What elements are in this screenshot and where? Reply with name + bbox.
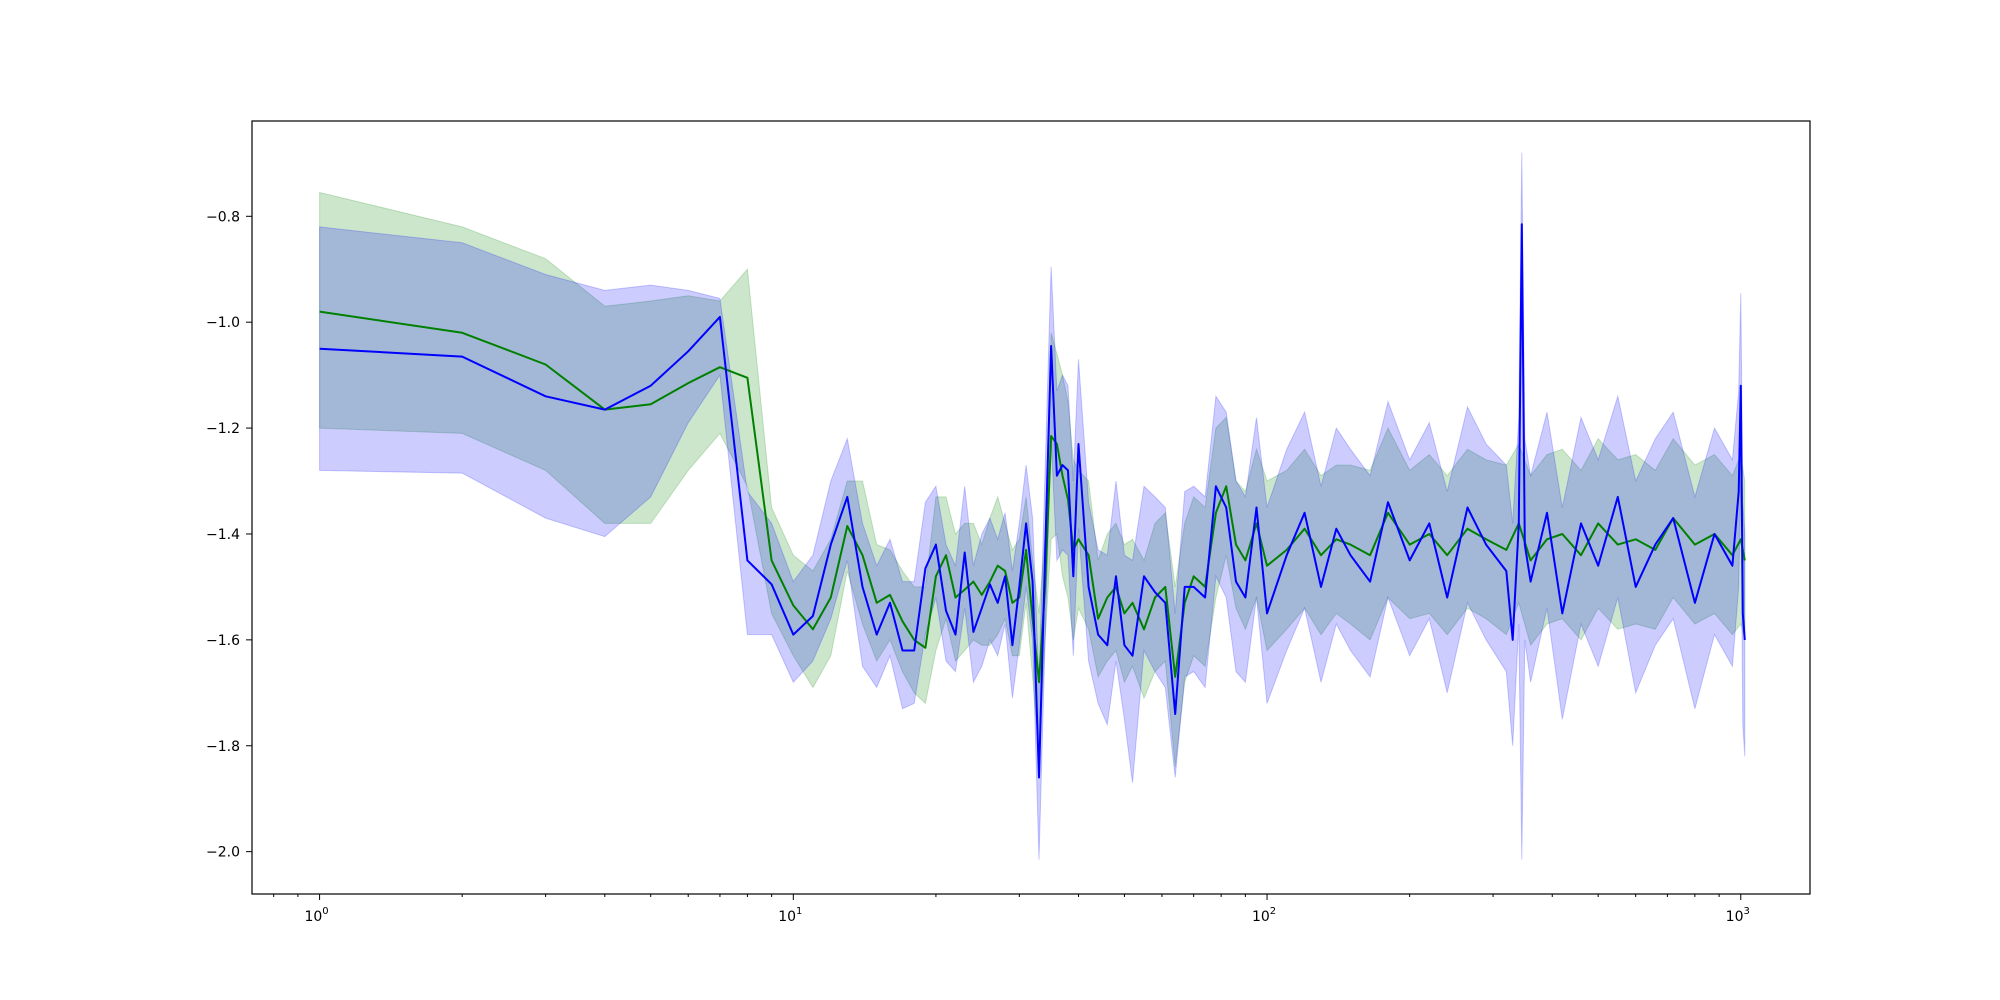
x-tick-label-base: 10	[778, 909, 796, 925]
y-tick-label: −2.0	[206, 845, 240, 861]
x-tick-label-base: 10	[1252, 909, 1270, 925]
y-tick-label: −1.0	[206, 315, 240, 331]
x-tick-label: 100	[304, 906, 328, 925]
series-2-line	[319, 223, 1746, 779]
x-tick-label-exponent: 3	[1744, 906, 1750, 917]
x-tick-label-exponent: 2	[1270, 906, 1276, 917]
y-axis: −0.8 −1.0 −1.2 −1.4 −1.6 −1.8 −2.0	[206, 209, 252, 861]
y-tick-label: −1.6	[206, 633, 240, 649]
x-tick-label: 103	[1726, 906, 1750, 925]
x-tick-label: 102	[1252, 906, 1276, 925]
x-tick-label: 101	[778, 906, 802, 925]
y-tick-label: −1.2	[206, 421, 240, 437]
plot-frame	[251, 120, 1811, 895]
y-tick-label: −1.8	[206, 739, 240, 755]
series-lines	[319, 223, 1746, 779]
x-tick-label-exponent: 0	[322, 906, 328, 917]
x-tick-label-exponent: 1	[796, 906, 802, 917]
y-tick-label: −1.4	[206, 527, 240, 543]
series-2-band	[319, 152, 1746, 860]
x-tick-label-base: 10	[304, 909, 322, 925]
y-tick-label: −0.8	[206, 209, 240, 225]
x-tick-label-base: 10	[1726, 909, 1744, 925]
x-axis: 100 101 102 103	[273, 894, 1750, 925]
series-1-line	[319, 310, 1746, 684]
